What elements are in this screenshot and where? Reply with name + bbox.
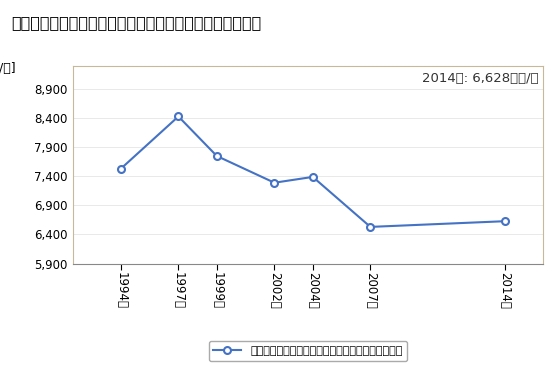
機械器具卸売業の従業者一人当たり年間商品販売額: [271, 180, 278, 185]
機械器具卸売業の従業者一人当たり年間商品販売額: [213, 154, 220, 158]
Legend: 機械器具卸売業の従業者一人当たり年間商品販売額: 機械器具卸売業の従業者一人当たり年間商品販売額: [209, 341, 407, 361]
機械器具卸売業の従業者一人当たり年間商品販売額: [367, 225, 374, 229]
機械器具卸売業の従業者一人当たり年間商品販売額: [310, 175, 316, 179]
機械器具卸売業の従業者一人当たり年間商品販売額: [118, 167, 124, 171]
Y-axis label: [万円/人]: [万円/人]: [0, 62, 16, 75]
機械器具卸売業の従業者一人当たり年間商品販売額: [501, 219, 508, 223]
Text: 機械器具卸売業の従業者一人当たり年間商品販売額の推移: 機械器具卸売業の従業者一人当たり年間商品販売額の推移: [11, 15, 262, 30]
機械器具卸売業の従業者一人当たり年間商品販売額: [175, 114, 182, 119]
Text: 2014年: 6,628万円/人: 2014年: 6,628万円/人: [422, 72, 539, 85]
Line: 機械器具卸売業の従業者一人当たり年間商品販売額: 機械器具卸売業の従業者一人当たり年間商品販売額: [118, 113, 508, 230]
